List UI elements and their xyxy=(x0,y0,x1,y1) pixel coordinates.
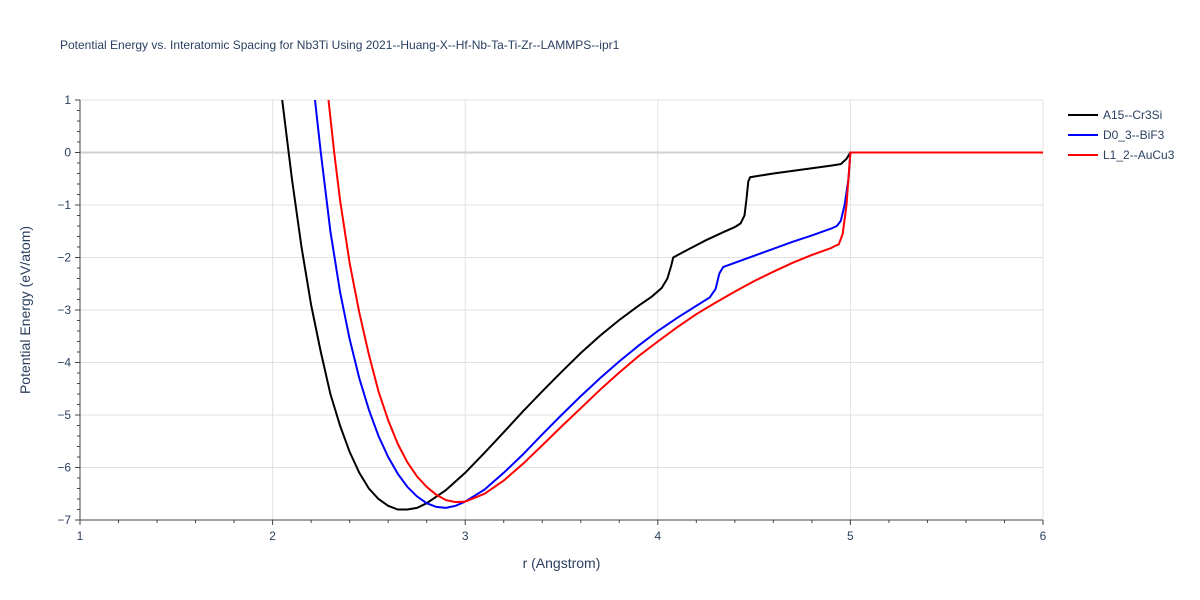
y-tick-label: −1 xyxy=(57,198,71,212)
legend-item-3[interactable]: L1_2--AuCu3 xyxy=(1068,148,1175,162)
legend-label: A15--Cr3Si xyxy=(1103,108,1162,122)
grid-lines xyxy=(79,99,1044,521)
series-line-3 xyxy=(327,100,1043,504)
series-line-2 xyxy=(314,100,1043,509)
series-lines xyxy=(281,100,1043,511)
y-tick-label: 1 xyxy=(64,93,71,107)
x-tick-label: 4 xyxy=(654,529,661,543)
x-tick-label: 1 xyxy=(77,529,84,543)
x-tick-label: 2 xyxy=(269,529,276,543)
legend[interactable]: A15--Cr3Si D0_3--BiF3 L1_2--AuCu3 xyxy=(1068,108,1175,162)
y-tick-label: −4 xyxy=(57,356,71,370)
y-tick-label: −7 xyxy=(57,513,71,527)
y-tick-label: −6 xyxy=(57,461,71,475)
y-axis-title: Potential Energy (eV/atom) xyxy=(17,226,33,394)
x-axis-title: r (Angstrom) xyxy=(523,555,601,571)
y-tick-label: −5 xyxy=(57,408,71,422)
x-tick-label: 5 xyxy=(847,529,854,543)
y-tick-label: −3 xyxy=(57,303,71,317)
axes xyxy=(75,99,1044,525)
x-tick-label: 6 xyxy=(1040,529,1047,543)
legend-item-2[interactable]: D0_3--BiF3 xyxy=(1068,128,1165,142)
y-tick-label: −2 xyxy=(57,251,71,265)
chart-title: Potential Energy vs. Interatomic Spacing… xyxy=(60,38,620,52)
legend-label: L1_2--AuCu3 xyxy=(1103,148,1175,162)
series-line-1 xyxy=(281,100,1043,511)
legend-label: D0_3--BiF3 xyxy=(1103,128,1165,142)
x-tick-label: 3 xyxy=(462,529,469,543)
legend-item-1[interactable]: A15--Cr3Si xyxy=(1068,108,1162,122)
tick-labels: 1 2 3 4 5 6 1 0 −1 −2 −3 −4 −5 −6 −7 xyxy=(57,93,1046,543)
y-tick-label: 0 xyxy=(64,146,71,160)
